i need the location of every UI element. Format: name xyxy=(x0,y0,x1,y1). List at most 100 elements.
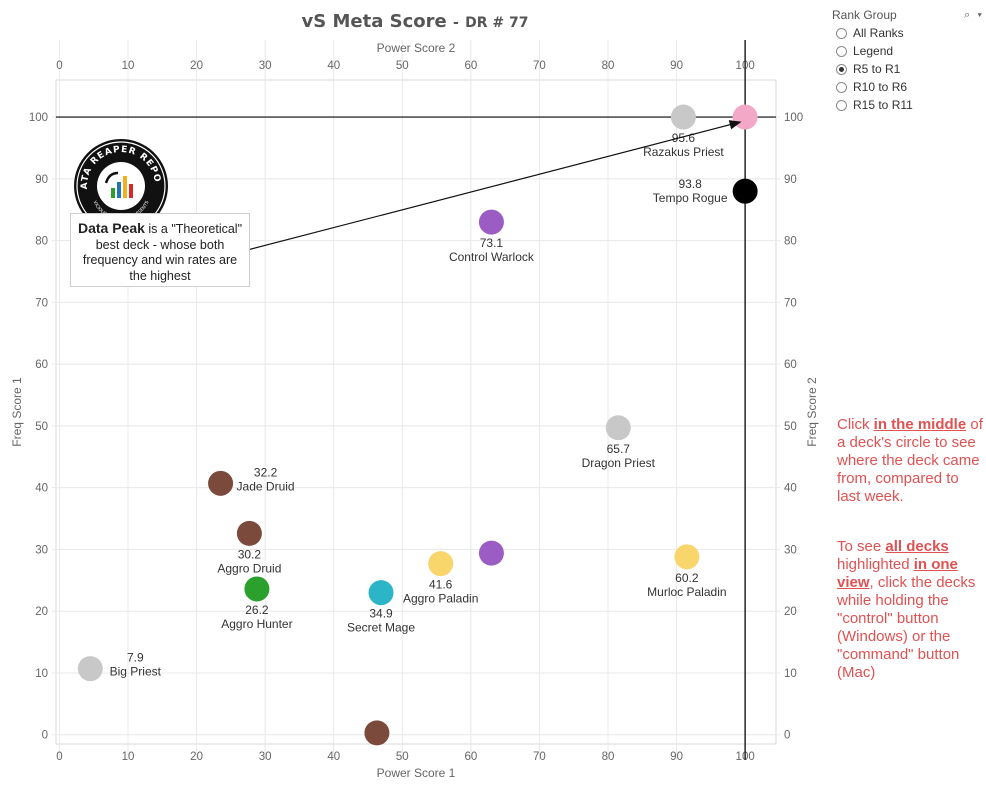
x-tick-label-bottom: 90 xyxy=(670,751,683,763)
callout-text: is a "Theoretical" best deck - whose bot… xyxy=(82,222,243,283)
chart-title-separator: - xyxy=(453,15,459,31)
x-tick-label-top: 30 xyxy=(259,60,272,72)
radio-icon[interactable] xyxy=(836,27,847,39)
filter-option[interactable]: R15 to R11 xyxy=(836,96,984,114)
note1-text-b: of a deck's circle to see where the deck… xyxy=(837,416,983,505)
y-tick-label-right: 40 xyxy=(784,483,797,495)
y-tick-label-right: 30 xyxy=(784,544,797,556)
x-axis-title-top: Power Score 2 xyxy=(377,41,456,55)
y-axis-title-right: Freq Score 2 xyxy=(805,377,819,447)
data-point xyxy=(236,520,262,546)
note2-text-c: , click the decks while holding the "con… xyxy=(837,574,976,681)
x-tick-label-top: 40 xyxy=(327,60,340,72)
x-tick-label-bottom: 50 xyxy=(396,751,409,763)
chart-title: vS Meta Score - DR # 77 xyxy=(0,11,830,32)
point-score-label: 30.2 xyxy=(238,547,262,561)
y-tick-label-right: 60 xyxy=(784,359,797,371)
point-score-label: 65.7 xyxy=(607,442,631,456)
rank-group-filter: Rank Group ⌕ ▾ All Ranks Legend R5 to R1 R1… xyxy=(832,6,984,114)
data-point xyxy=(478,540,504,566)
y-tick-label-left: 50 xyxy=(35,421,48,433)
point-name-label: Aggro Hunter xyxy=(221,617,292,631)
data-point xyxy=(77,656,103,682)
annotation-arrow xyxy=(247,120,742,251)
point-score-label: 60.2 xyxy=(675,571,699,585)
point-name-label: Secret Mage xyxy=(347,621,415,635)
instruction-note-click: Click in the middle of a deck's circle t… xyxy=(837,416,983,506)
note2-bold2: in one view xyxy=(837,556,958,591)
x-tick-label-bottom: 20 xyxy=(190,751,203,763)
y-tick-label-right: 80 xyxy=(784,236,797,248)
filter-option-label: All Ranks xyxy=(853,26,904,40)
filter-search-menu-icon[interactable]: ⌕ ▾ xyxy=(964,8,984,21)
y-tick-label-left: 20 xyxy=(35,606,48,618)
filter-option[interactable]: Legend xyxy=(836,42,984,60)
point-score-label: 73.1 xyxy=(480,236,504,250)
data-point xyxy=(368,580,394,606)
radio-icon[interactable] xyxy=(836,63,847,75)
x-tick-label-top: 20 xyxy=(190,60,203,72)
y-tick-label-right: 100 xyxy=(784,112,803,124)
point-name-label: Aggro Druid xyxy=(217,561,281,575)
x-tick-label-bottom: 30 xyxy=(259,751,272,763)
filter-option-label: R5 to R1 xyxy=(853,62,901,76)
point-name-label: Dragon Priest xyxy=(582,456,656,470)
x-axis-title-bottom: Power Score 1 xyxy=(377,766,456,780)
data-point xyxy=(244,576,270,602)
x-tick-label-bottom: 80 xyxy=(602,751,615,763)
y-tick-label-left: 0 xyxy=(42,730,48,742)
note1-text-a: Click xyxy=(837,416,874,433)
point-score-label: 41.6 xyxy=(429,578,453,592)
radio-icon[interactable] xyxy=(836,99,847,111)
filter-option[interactable]: All Ranks xyxy=(836,24,984,42)
point-name-label: Aggro Paladin xyxy=(403,592,478,606)
x-tick-label-top: 90 xyxy=(670,60,683,72)
x-tick-label-bottom: 40 xyxy=(327,751,340,763)
note2-text-b: highlighted xyxy=(837,556,914,573)
x-tick-label-bottom: 10 xyxy=(122,751,135,763)
filter-option-label: Legend xyxy=(853,44,894,58)
note2-text-a: To see xyxy=(837,538,886,555)
x-tick-label-top: 80 xyxy=(602,60,615,72)
filter-option[interactable]: R10 to R6 xyxy=(836,78,984,96)
filter-option-label: R15 to R11 xyxy=(853,98,913,112)
point-name-label: Big Priest xyxy=(110,665,162,679)
data-point xyxy=(478,209,504,235)
x-tick-label-top: 70 xyxy=(533,60,546,72)
x-tick-label-top: 50 xyxy=(396,60,409,72)
y-tick-label-left: 60 xyxy=(35,359,48,371)
point-name-label: Murloc Paladin xyxy=(647,585,726,599)
data-point xyxy=(732,104,758,130)
point-score-label: 34.9 xyxy=(369,607,393,621)
data-point xyxy=(674,544,700,570)
filter-options: All Ranks Legend R5 to R1 R10 to R6 R15 to R… xyxy=(832,24,984,114)
radio-icon[interactable] xyxy=(836,81,847,93)
point-score-label: 95.6 xyxy=(672,131,696,145)
filter-option-label: R10 to R6 xyxy=(853,80,908,94)
y-tick-label-left: 100 xyxy=(29,112,48,124)
y-tick-label-left: 80 xyxy=(35,236,48,248)
y-tick-label-right: 10 xyxy=(784,668,797,680)
point-name-label: Razakus Priest xyxy=(643,145,724,159)
filter-title: Rank Group xyxy=(832,8,897,22)
point-score-label: 7.9 xyxy=(127,651,144,665)
data-point xyxy=(208,470,234,496)
filter-header: Rank Group ⌕ ▾ xyxy=(832,6,984,24)
radio-icon[interactable] xyxy=(836,45,847,57)
x-tick-label-top: 0 xyxy=(56,60,62,72)
y-axis-title-left: Freq Score 1 xyxy=(10,377,24,447)
data-point xyxy=(732,178,758,204)
y-tick-label-right: 0 xyxy=(784,730,790,742)
data-point xyxy=(670,104,696,130)
chart-subtitle: DR # 77 xyxy=(465,15,529,31)
point-name-label: Jade Druid xyxy=(237,479,295,493)
chart-title-main: vS Meta Score xyxy=(301,11,447,32)
y-tick-label-left: 10 xyxy=(35,668,48,680)
point-score-label: 26.2 xyxy=(245,603,269,617)
y-tick-label-right: 20 xyxy=(784,606,797,618)
x-tick-label-top: 60 xyxy=(464,60,477,72)
filter-option[interactable]: R5 to R1 xyxy=(836,60,984,78)
data-point xyxy=(428,551,454,577)
y-tick-label-left: 90 xyxy=(35,174,48,186)
note1-bold: in the middle xyxy=(873,416,967,433)
